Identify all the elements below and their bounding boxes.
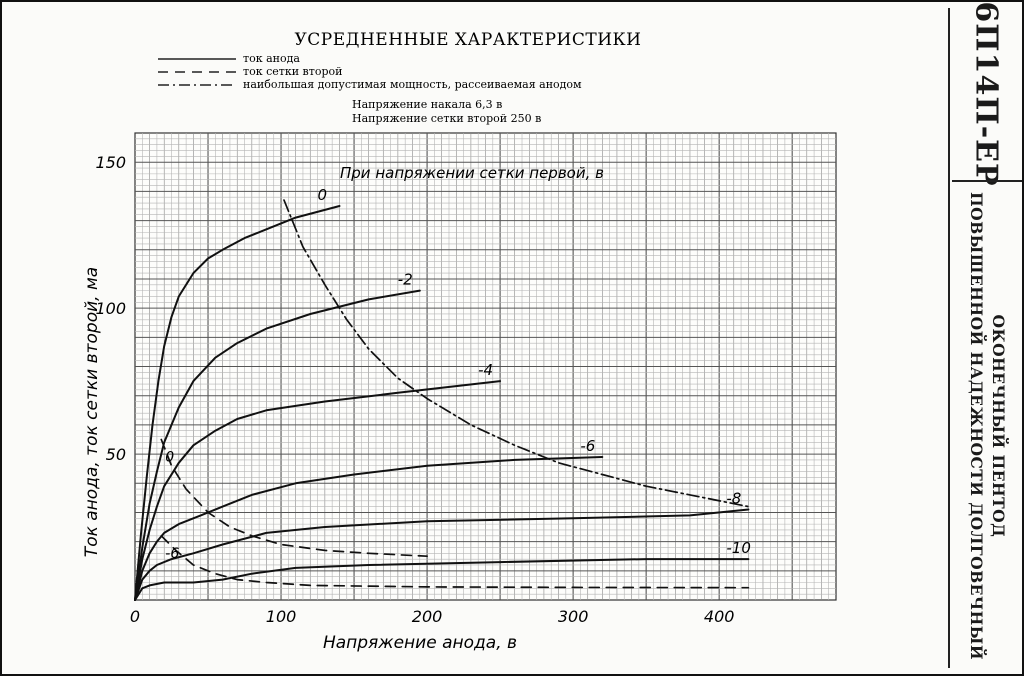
- anode-curve--2: [134, 289, 421, 601]
- family-label: При напряжении сетки первой, в: [340, 164, 604, 182]
- grid: [134, 132, 837, 601]
- sidebar-divider: [948, 8, 950, 668]
- curve-label: -8: [726, 490, 741, 508]
- tube-description-box: ОКОНЕЧНЫЙ ПЕНТОД ПОВЫШЕННОЙ НАДЕЖНОСТИ Д…: [952, 186, 1022, 666]
- y-tick-label: 100: [95, 299, 126, 318]
- power-curve-Pmax: [283, 199, 750, 508]
- y-tick-label: 150: [95, 153, 126, 172]
- tube-description-line-1: ОКОНЕЧНЫЙ ПЕНТОД: [989, 314, 1008, 538]
- curves: [134, 199, 750, 601]
- curve-label: 0: [317, 186, 327, 204]
- x-axis-label: Напряжение анода, в: [323, 633, 517, 653]
- y-axis-label: Ток анода, ток сетки второй, ма: [82, 267, 102, 557]
- chart-title: УСРЕДНЕННЫЕ ХАРАКТЕРИСТИКИ: [295, 30, 642, 50]
- characteristic-chart: УСРЕДНЕННЫЕ ХАРАКТЕРИСТИКИ ток анода ток…: [82, 30, 837, 653]
- anode-curve--10: [134, 558, 750, 601]
- x-tick-label: 100: [266, 607, 297, 626]
- screen-curve-label: -6: [165, 546, 179, 562]
- screen-curve-label: 0: [165, 449, 174, 465]
- tube-description: ОКОНЕЧНЫЙ ПЕНТОД ПОВЫШЕННОЙ НАДЕЖНОСТИ Д…: [965, 192, 1009, 660]
- x-tick-label: 0: [130, 607, 140, 626]
- x-tick-label: 300: [558, 607, 589, 626]
- curve-label: -4: [478, 361, 493, 379]
- x-tick-label: 200: [412, 607, 443, 626]
- tick-labels: 0 100 200 300 400 50 100 150: [95, 153, 734, 626]
- screen-curve-0: [160, 438, 428, 558]
- screen-curve--6: [160, 534, 750, 589]
- legend-label-anode: ток анода: [243, 52, 300, 65]
- curve-labels: 0 -2 -4 -6 -8 -10 0 -6: [165, 186, 751, 562]
- curve-label: -2: [398, 271, 413, 289]
- anode-curve--6: [134, 456, 604, 601]
- tube-name: 6П14П-ЕР: [968, 1, 1004, 187]
- y-tick-label: 50: [106, 445, 126, 464]
- tube-name-box: 6П14П-ЕР: [948, 1, 1024, 186]
- curve-label: -10: [726, 539, 751, 557]
- anode-curve-0: [134, 205, 341, 601]
- curve-label: -6: [580, 437, 595, 455]
- anode-curve--4: [134, 380, 502, 601]
- x-tick-label: 400: [704, 607, 735, 626]
- legend: ток анода ток сетки второй наибольшая до…: [158, 52, 582, 91]
- legend-label-screen: ток сетки второй: [243, 65, 342, 78]
- condition-screen-voltage: Напряжение сетки второй 250 в: [352, 112, 541, 125]
- legend-label-power: наибольшая допустимая мощность, рассеива…: [243, 78, 582, 91]
- anode-curve--8: [134, 508, 750, 601]
- sidebar-separator: [952, 180, 1022, 182]
- tube-description-line-2: ПОВЫШЕННОЙ НАДЕЖНОСТИ ДОЛГОВЕЧНЫЙ: [967, 191, 986, 661]
- condition-filament: Напряжение накала 6,3 в: [352, 98, 502, 111]
